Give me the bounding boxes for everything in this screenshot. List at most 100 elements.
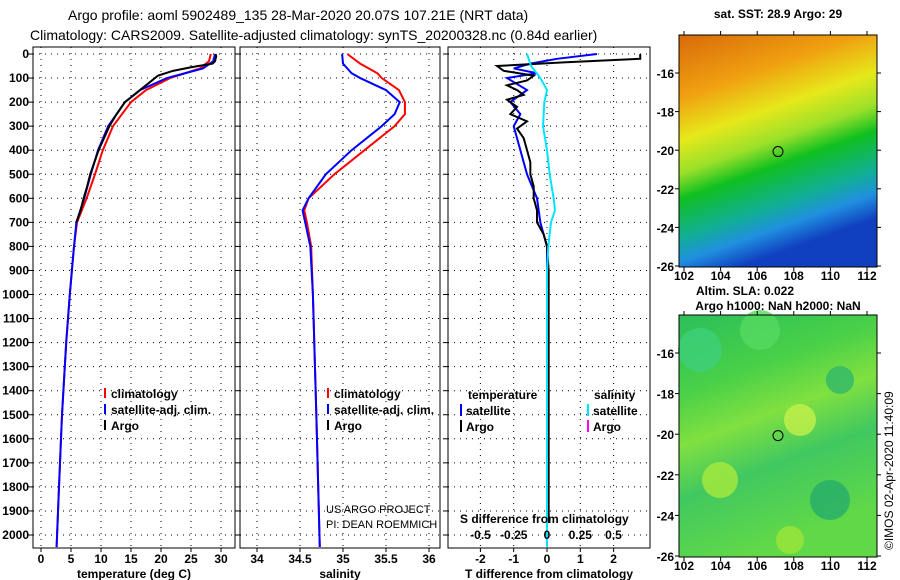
legend-title-salinity: salinity: [594, 388, 636, 402]
map-lat-label: -18: [657, 106, 675, 120]
title-line1: Argo profile: aoml 5902489_135 28-Mar-20…: [68, 7, 528, 23]
map-lat-label: -24: [657, 221, 675, 235]
title-line2: Climatology: CARS2009. Satellite-adjuste…: [30, 27, 597, 43]
map-lat-label: -22: [657, 183, 675, 197]
map-frame: [678, 314, 878, 558]
x-tick-label: 5: [68, 552, 75, 566]
y-tick-label: 800: [9, 239, 29, 253]
map-blob: [702, 462, 738, 498]
x-tick-label: 0: [38, 552, 45, 566]
series-line-climatology: [303, 53, 406, 548]
pi-annotation: PI: DEAN ROEMMICH: [326, 519, 437, 531]
y-tick-label: 300: [9, 119, 29, 133]
s-tick-label: -0.25: [500, 528, 528, 542]
map-lon-label: 110: [821, 559, 841, 573]
x-tick-label: -2: [475, 552, 486, 566]
y-tick-label: 900: [9, 263, 29, 277]
x-tick-label: 1: [577, 552, 584, 566]
legend-label: climatology: [111, 387, 178, 401]
y-tick-label: 200: [9, 95, 29, 109]
y-tick-label: 2000: [2, 528, 29, 542]
map-lon-label: 108: [784, 559, 804, 573]
map-lon-label: 108: [784, 269, 804, 283]
series-line-argo: [75, 53, 218, 223]
x-axis-label: salinity: [319, 567, 361, 580]
y-tick-label: 0: [22, 47, 29, 61]
map-lon-label: 102: [674, 559, 694, 573]
panel-2: 34 34.5 35 35.5 36 salinity climatology satelli…: [235, 46, 441, 580]
map-image: [679, 35, 877, 267]
project-annotation: US ARGO PROJECT: [326, 504, 431, 516]
series-line-t-satellite: [504, 53, 598, 511]
x-tick-label: 35: [336, 552, 350, 566]
y-tick-label: 1800: [2, 480, 29, 494]
map-blob: [776, 526, 804, 554]
x-axis-label: temperature (deg C): [77, 567, 191, 580]
panel-1: 0 5 10 15 20 25 300100200300400500600700800900…: [2, 46, 236, 580]
x-tick-label: 20: [154, 552, 168, 566]
series-line-s-satellite: [526, 53, 556, 548]
map-lat-label: -16: [657, 67, 675, 81]
map1: 102 104 106 108 110 112 -16 -18 -20 -22 -24 -26 sat.…: [657, 7, 881, 298]
map-lat-label: -20: [657, 144, 675, 158]
x-axis-label: T difference from climatology: [465, 567, 633, 580]
y-tick-label: 1700: [2, 456, 29, 470]
x-tick-label: 36: [422, 552, 436, 566]
s-tick-label: 0: [544, 528, 551, 542]
map-lat-label: -26: [657, 260, 675, 274]
x-tick-label: 2: [610, 552, 617, 566]
map-frame: [678, 34, 878, 268]
map-title: sat. SST: 28.9 Argo: 29: [714, 7, 843, 21]
legend-label: satellite-adj. clim.: [334, 403, 434, 417]
y-tick-label: 1900: [2, 504, 29, 518]
map2: 102 104 106 108 110 112 -16 -18 -20 -22 -24 -26 Argo…: [657, 299, 881, 573]
map-lat-label: -26: [657, 550, 675, 564]
s-tick-label: -0.5: [470, 528, 491, 542]
map-lon-label: 102: [674, 269, 694, 283]
plot-frame: [32, 46, 236, 549]
legend-title-temperature: temperature: [468, 388, 538, 402]
map-blob: [810, 480, 850, 520]
map-blob: [784, 404, 816, 436]
legend-label: Argo: [593, 420, 621, 434]
map-lat-label: -18: [657, 388, 675, 402]
x-tick-label: 34.5: [288, 552, 312, 566]
map-title: Argo h1000: NaN h2000: NaN: [695, 299, 860, 313]
argo-position-marker: [772, 430, 784, 442]
y-tick-label: 1300: [2, 360, 29, 374]
legend-label: Argo: [466, 420, 494, 434]
plot-frame: [239, 46, 441, 549]
s-tick-label: 0.25: [569, 528, 593, 542]
map-lon-label: 112: [857, 269, 877, 283]
y-tick-label: 1200: [2, 336, 29, 350]
y-tick-label: 400: [9, 143, 29, 157]
legend-label: satellite-adj. clim.: [111, 403, 211, 417]
y-tick-label: 600: [9, 191, 29, 205]
x-tick-label: 15: [124, 552, 138, 566]
map-lat-label: -24: [657, 509, 675, 523]
map-lon-label: 106: [747, 269, 767, 283]
y-tick-label: 1400: [2, 384, 29, 398]
map-subtitle: Altim. SLA: 0.022: [696, 284, 794, 298]
x-tick-label: 34: [250, 552, 264, 566]
map-lon-label: 112: [857, 559, 877, 573]
x-tick-label: 35.5: [374, 552, 398, 566]
map-lon-label: 104: [711, 269, 731, 283]
y-tick-label: 1000: [2, 288, 29, 302]
s-axis-label: S difference from climatology: [460, 512, 629, 526]
legend-label: Argo: [111, 419, 139, 433]
map-lat-label: -16: [657, 347, 675, 361]
maps: 102 104 106 108 110 112 -16 -18 -20 -22 -24 -26 sat.…: [657, 7, 881, 573]
series-line-climatology: [55, 53, 212, 548]
y-tick-label: 100: [9, 71, 29, 85]
profile-panels: 0 5 10 15 20 25 300100200300400500600700800900…: [2, 46, 651, 580]
panel-3: -2 -1 0 1 2T difference from climatology temp…: [443, 46, 651, 580]
series-line-satellite-adj--clim-: [301, 53, 401, 548]
map-blob: [678, 328, 722, 372]
y-tick-label: 1500: [2, 408, 29, 422]
y-tick-label: 1600: [2, 432, 29, 446]
plot-frame: [447, 46, 651, 549]
x-tick-label: 30: [214, 552, 228, 566]
map-lon-label: 106: [747, 559, 767, 573]
